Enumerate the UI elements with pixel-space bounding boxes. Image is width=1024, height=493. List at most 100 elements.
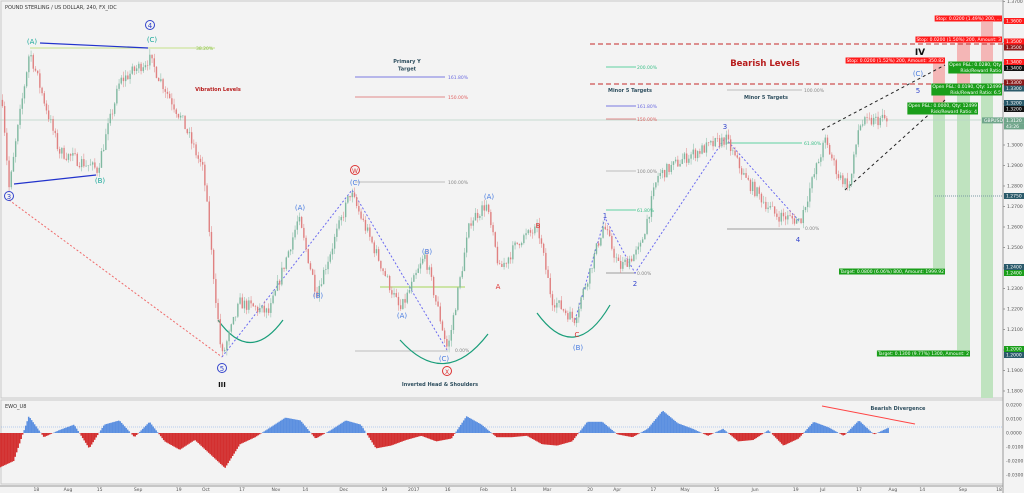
price-tick-label: 1.3000	[1007, 143, 1023, 149]
ewo-bar	[494, 433, 496, 436]
candle	[39, 73, 41, 88]
ewo-bar	[800, 433, 802, 436]
candle	[364, 219, 367, 231]
time-axis[interactable]: 18 Aug 15 Sep 19 Oct 17 Nov 14 Dec 19 2017 16 Feb 14 Ma…	[33, 487, 1002, 493]
ewo-bar	[291, 418, 294, 433]
candle	[582, 288, 584, 298]
ewo-bar	[69, 425, 72, 433]
ewo-tick-label: -0.0300	[1006, 473, 1024, 479]
ewo-bar	[189, 433, 192, 443]
ewo-bar	[653, 420, 655, 433]
candle	[395, 293, 397, 297]
ewo-bar	[819, 424, 822, 433]
ewo-bar	[204, 433, 207, 451]
ewo-bar	[410, 433, 412, 439]
candle	[188, 132, 191, 134]
candle	[309, 263, 312, 270]
ewo-bar	[738, 433, 741, 442]
ewo-bar	[393, 433, 396, 445]
candle	[580, 297, 582, 309]
ewo-bar	[398, 433, 400, 443]
ewo-bar	[285, 417, 288, 433]
ewo-bar	[440, 433, 442, 441]
candle	[769, 206, 771, 208]
trendline-top[interactable]	[39, 42, 149, 49]
ewo-bar	[626, 433, 628, 437]
time-tick-label: Jul	[819, 487, 825, 493]
wave-label: (C)	[439, 355, 450, 363]
candle	[50, 118, 52, 120]
ewo-bar	[164, 433, 166, 442]
ewo-bar	[716, 431, 718, 433]
ewo-bar	[375, 433, 378, 449]
ewo-bar	[108, 423, 111, 433]
candle	[736, 155, 738, 158]
candle	[822, 142, 824, 158]
candle	[791, 215, 793, 219]
ewo-bar	[117, 420, 120, 433]
ewo-bar	[549, 433, 552, 446]
ewo-bar	[284, 417, 286, 433]
ewo-bar	[747, 433, 750, 441]
ewo-bar	[558, 433, 561, 445]
candle	[129, 73, 131, 80]
candle	[754, 181, 756, 197]
candle	[127, 75, 129, 80]
level-badge: 1.2400	[1006, 271, 1022, 277]
wave-label: (C)	[350, 179, 361, 187]
ewo-bar	[606, 426, 609, 433]
candle	[43, 93, 45, 104]
candle	[426, 254, 428, 270]
ewo-bar	[248, 433, 250, 441]
ewo-bar	[873, 433, 876, 435]
candle	[619, 261, 622, 269]
candle	[798, 218, 800, 220]
ewo-bar	[452, 433, 454, 437]
ewo-bar	[798, 433, 801, 438]
ewo-bar	[389, 433, 391, 446]
candle	[498, 263, 501, 264]
candle	[107, 123, 109, 135]
ewo-bar	[227, 433, 229, 464]
wave-label: 5	[220, 365, 224, 373]
candle	[470, 223, 472, 226]
candle	[371, 236, 373, 243]
ewo-bar	[503, 433, 505, 438]
candle	[589, 268, 591, 284]
price-axis[interactable]: 1.3700 1.3000 1.2900 1.2800 1.2700 1.2600 1.25…	[982, 0, 1024, 395]
candle	[600, 237, 602, 246]
trendline-bottom[interactable]	[13, 174, 97, 185]
ewo-bar	[821, 424, 823, 433]
candle	[105, 134, 107, 150]
candle	[296, 221, 298, 230]
ewo-bar	[575, 433, 577, 437]
wave-label: (B)	[422, 248, 433, 256]
ewo-bar	[585, 422, 588, 433]
candle	[457, 287, 459, 310]
price-tick-label: 1.2900	[1007, 163, 1023, 169]
ewo-bar	[524, 433, 526, 436]
ewo-bar	[245, 433, 247, 442]
candle	[201, 162, 204, 165]
candle	[820, 157, 822, 162]
candle	[256, 306, 259, 313]
candle	[347, 195, 349, 203]
candle	[531, 232, 534, 234]
ewo-bar	[555, 433, 558, 446]
ewo-bar	[372, 433, 375, 445]
candle	[740, 168, 743, 175]
ewo-bar	[678, 423, 681, 433]
ewo-bar	[435, 433, 438, 442]
candle	[397, 296, 400, 306]
ewo-bar	[569, 433, 571, 442]
ewo-bar	[483, 427, 486, 433]
ewo-bar	[635, 433, 637, 436]
candle	[696, 151, 699, 159]
candle	[846, 178, 848, 188]
wave-label: 4	[796, 236, 801, 244]
ewo-bar	[81, 433, 84, 439]
inverted-hs-label: Inverted Head & Shoulders	[402, 382, 478, 388]
ewo-bar	[293, 419, 295, 433]
